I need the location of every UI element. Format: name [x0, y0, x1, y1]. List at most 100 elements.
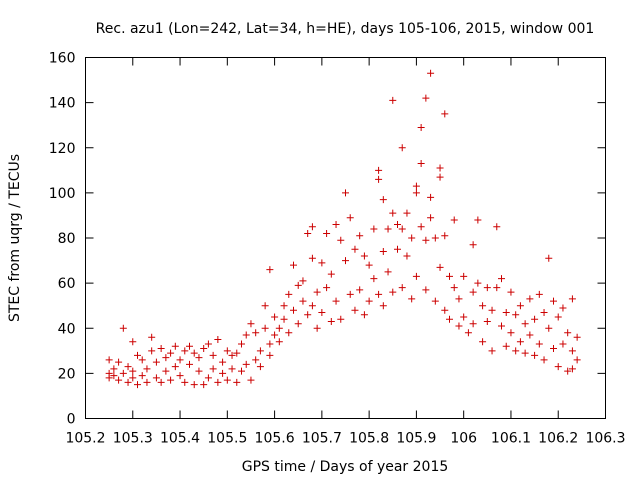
- y-tick-label: 0: [67, 412, 76, 428]
- data-point: [308, 254, 316, 262]
- data-point: [403, 252, 411, 260]
- data-point: [531, 351, 539, 359]
- data-point: [152, 374, 160, 382]
- data-point: [176, 356, 184, 364]
- data-point: [115, 376, 123, 384]
- data-point: [143, 378, 151, 386]
- data-point: [313, 324, 321, 332]
- data-point: [398, 144, 406, 152]
- data-point: [550, 345, 557, 353]
- data-point: [441, 232, 449, 240]
- data-point: [441, 110, 449, 118]
- data-point: [573, 333, 581, 341]
- data-point: [275, 338, 283, 346]
- x-tick-label: 105.5: [207, 431, 247, 447]
- data-point: [389, 209, 397, 217]
- data-point: [247, 320, 255, 328]
- data-point: [181, 378, 189, 386]
- data-point: [200, 345, 208, 353]
- data-point: [261, 324, 269, 332]
- data-point: [417, 160, 425, 168]
- data-point: [200, 381, 208, 389]
- data-point: [171, 363, 179, 371]
- data-point: [526, 295, 534, 303]
- data-point: [143, 365, 151, 373]
- data-point: [313, 288, 321, 296]
- data-point: [327, 317, 335, 325]
- data-point: [431, 297, 439, 305]
- data-point: [124, 378, 132, 386]
- data-point: [233, 349, 241, 357]
- data-point: [535, 290, 543, 298]
- x-tick-label: 105.8: [349, 431, 389, 447]
- data-point: [124, 363, 132, 371]
- data-point: [427, 214, 435, 222]
- data-point: [299, 277, 307, 285]
- data-point: [332, 220, 340, 228]
- data-point: [308, 302, 316, 310]
- data-point: [162, 367, 170, 375]
- data-point: [110, 372, 118, 380]
- data-point: [516, 302, 524, 310]
- data-point: [351, 306, 359, 314]
- data-point: [417, 223, 425, 231]
- data-point: [167, 376, 175, 384]
- data-point: [479, 338, 487, 346]
- data-point: [436, 173, 444, 181]
- data-point: [412, 189, 420, 197]
- data-point: [119, 369, 127, 377]
- data-point: [460, 313, 468, 321]
- data-point: [455, 322, 463, 330]
- data-point: [502, 342, 510, 350]
- y-tick-label: 100: [49, 186, 76, 202]
- x-tick-label: 105.2: [65, 431, 105, 447]
- data-point: [488, 306, 496, 314]
- data-point: [512, 311, 520, 319]
- data-point: [412, 182, 420, 190]
- data-point: [171, 342, 179, 350]
- data-point: [223, 347, 231, 355]
- data-point: [209, 365, 217, 373]
- data-point: [540, 356, 548, 364]
- chart-title: Rec. azu1 (Lon=242, Lat=34, h=HE), days …: [96, 21, 595, 37]
- data-point: [219, 358, 227, 366]
- data-point: [119, 324, 127, 332]
- data-point: [502, 308, 510, 316]
- data-point: [568, 365, 576, 373]
- data-point: [531, 315, 539, 323]
- data-point: [398, 225, 406, 233]
- data-point: [290, 261, 297, 269]
- data-point: [474, 279, 482, 287]
- data-point: [308, 223, 316, 231]
- data-point: [157, 345, 165, 353]
- data-points: [105, 69, 581, 389]
- data-point: [105, 374, 113, 382]
- data-point: [479, 302, 487, 310]
- data-point: [507, 288, 515, 296]
- data-point: [436, 263, 444, 271]
- data-point: [464, 329, 472, 337]
- data-point: [422, 236, 430, 244]
- x-tick-label: 105.3: [113, 431, 153, 447]
- data-point: [356, 286, 364, 294]
- data-point: [469, 288, 477, 296]
- data-point: [271, 313, 279, 321]
- data-point: [299, 297, 307, 305]
- data-point: [398, 284, 406, 292]
- data-point: [285, 290, 293, 298]
- data-point: [450, 284, 458, 292]
- data-point: [134, 381, 141, 389]
- x-tick-label: 105.7: [302, 431, 342, 447]
- data-point: [460, 272, 468, 280]
- data-point: [148, 333, 156, 341]
- data-point: [365, 297, 373, 305]
- data-point: [408, 234, 416, 242]
- data-point: [195, 354, 203, 362]
- data-point: [327, 270, 335, 278]
- data-point: [233, 378, 241, 386]
- y-tick-label: 60: [58, 276, 76, 292]
- data-point: [375, 290, 383, 298]
- data-point: [483, 284, 491, 292]
- data-point: [408, 295, 416, 303]
